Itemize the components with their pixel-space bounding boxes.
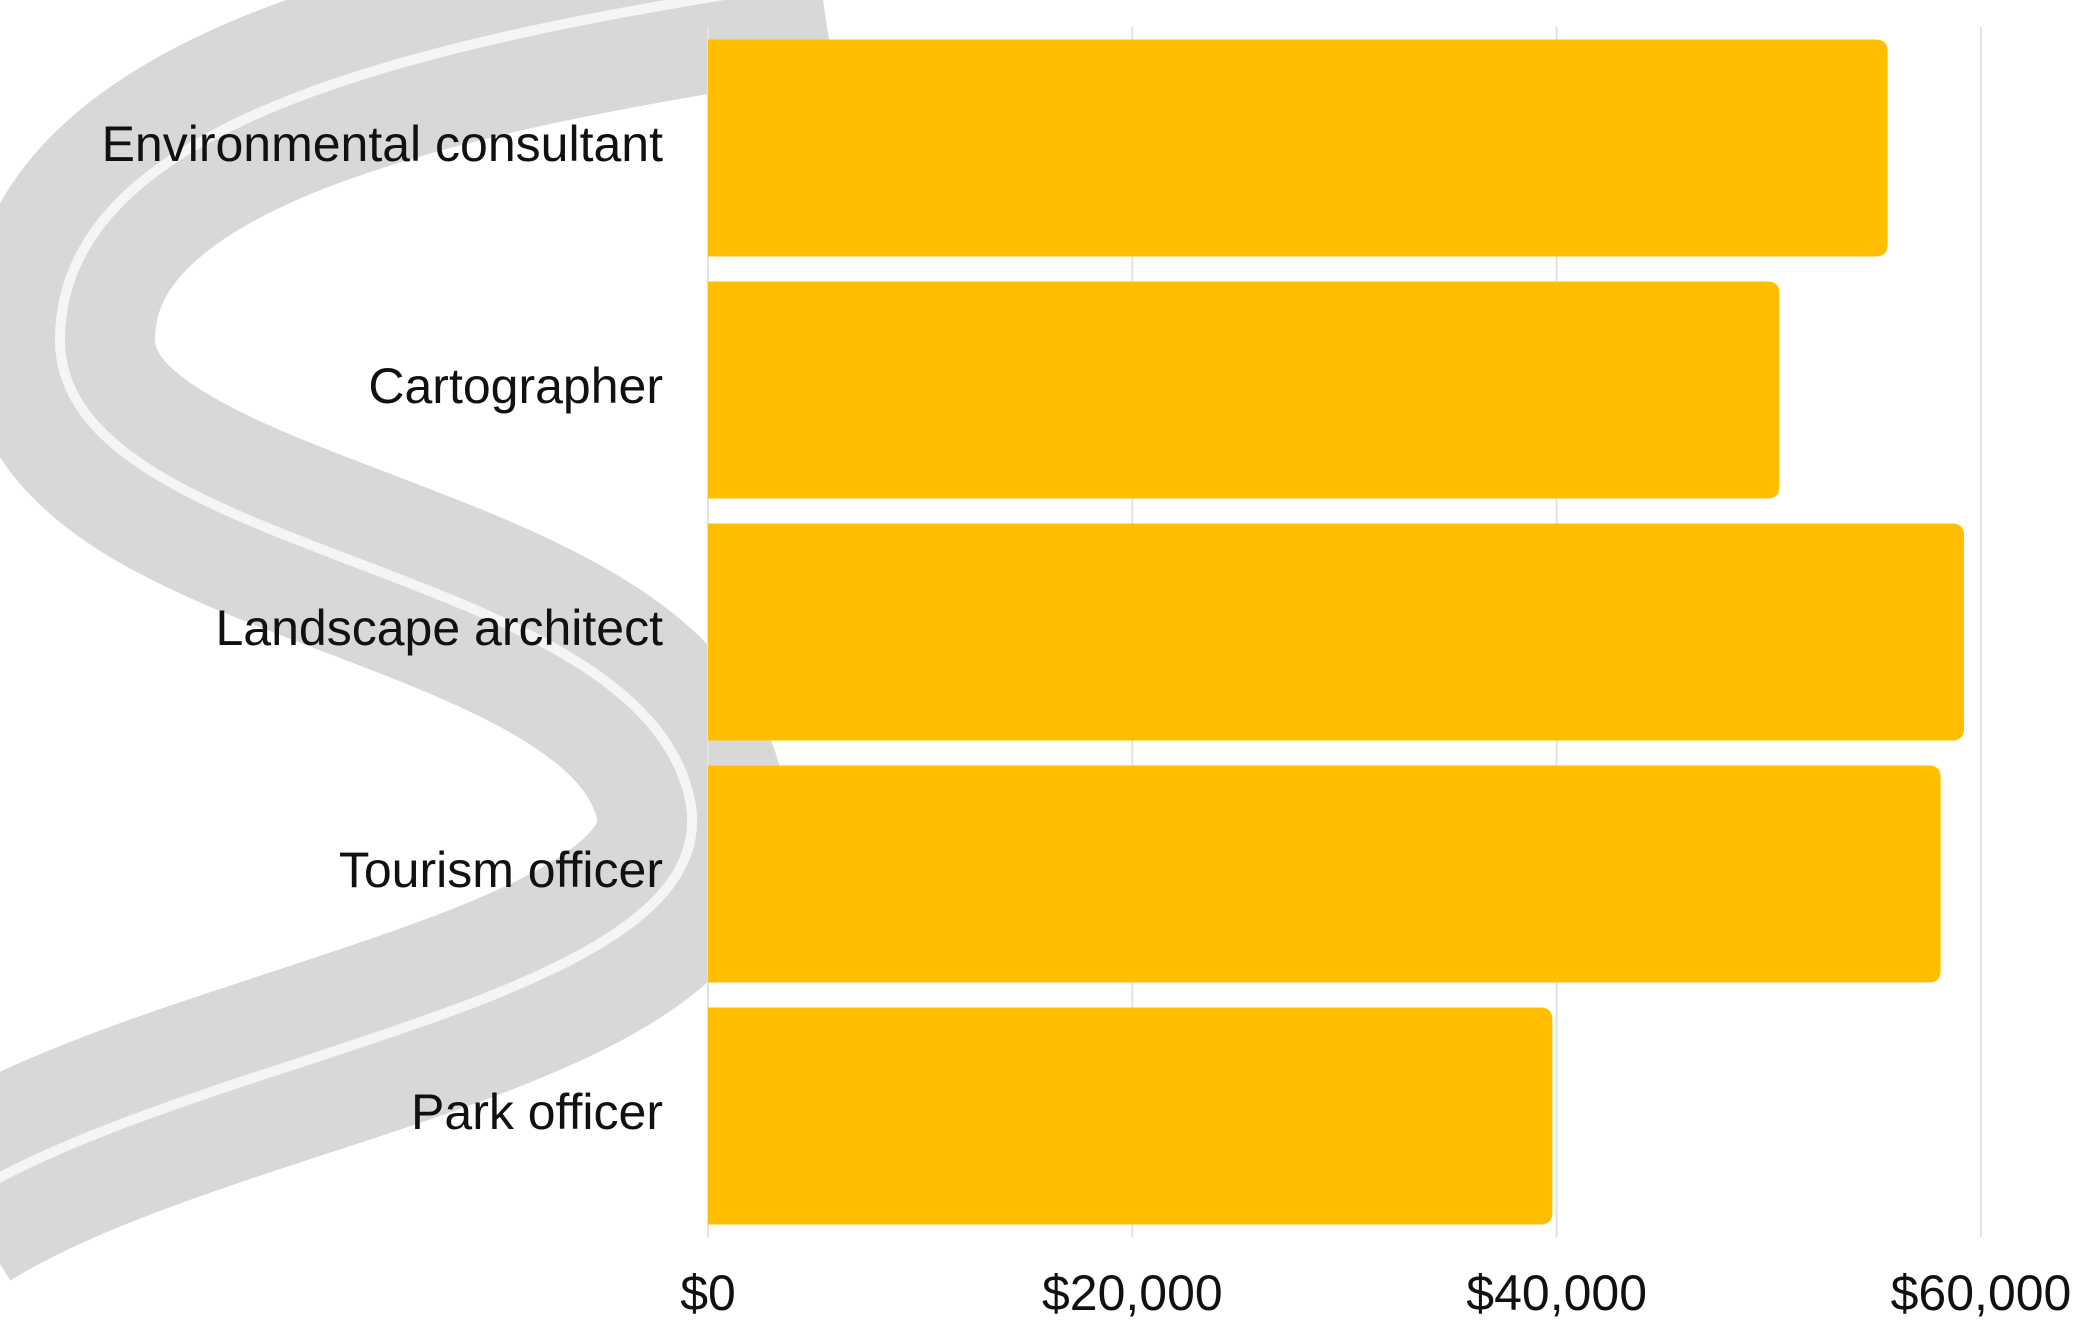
y-tick-label: Cartographer (368, 358, 663, 414)
x-tick-label: $0 (680, 1265, 736, 1321)
bar (708, 1007, 1553, 1225)
bar (708, 39, 1888, 257)
y-tick-label: Landscape architect (215, 600, 663, 656)
x-tick-label: $40,000 (1466, 1265, 1647, 1321)
y-tick-label: Tourism officer (339, 842, 663, 898)
y-tick-label: Park officer (411, 1084, 663, 1140)
bar (708, 281, 1780, 499)
bar (708, 523, 1965, 741)
x-tick-label: $20,000 (1042, 1265, 1223, 1321)
bar (708, 765, 1941, 983)
y-tick-label: Environmental consultant (102, 116, 664, 172)
x-tick-label: $60,000 (1891, 1265, 2072, 1321)
background-road (0, 0, 835, 1282)
road-line (0, 0, 725, 1184)
